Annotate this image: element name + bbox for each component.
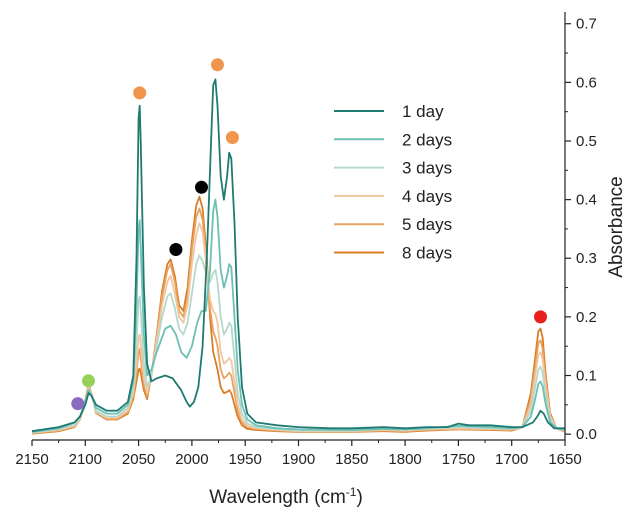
legend-label: 8 days (402, 244, 452, 263)
orange-marker (225, 131, 239, 144)
series-line-1-day (31, 78, 565, 433)
marker-layer (71, 58, 547, 411)
y-tick-label: 0.6 (576, 74, 597, 91)
x-axis-title: Wavelength (cm-1) (209, 485, 363, 508)
x-tick-label: 1800 (388, 451, 421, 468)
green-marker (82, 374, 95, 388)
series-line-2-days (31, 198, 566, 433)
series-line-4-days (31, 222, 566, 434)
legend: 1 day 2 days 3 days 4 days 5 days 8 days (334, 102, 452, 263)
legend-label: 5 days (402, 215, 452, 234)
legend-label: 1 day (402, 102, 444, 121)
purple-marker (71, 397, 85, 411)
y-axis-title: Absorbance (606, 176, 627, 277)
y-tick-label: 0.2 (576, 309, 597, 326)
x-tick-label: 1750 (442, 451, 475, 468)
x-tick-label: 1700 (495, 451, 528, 468)
x-tick-label: 1850 (335, 451, 368, 468)
x-tick-label: 2050 (122, 451, 155, 468)
series-line-8-days (31, 195, 566, 435)
legend-label: 4 days (402, 187, 452, 206)
x-tick-label: 2150 (15, 451, 48, 468)
x-tick-label: 1950 (229, 451, 262, 468)
legend-label: 3 days (402, 159, 452, 178)
y-tick-label: 0.7 (576, 16, 597, 33)
x-tick-label: 2100 (69, 451, 102, 468)
orange-marker (133, 86, 147, 100)
x-tick-label: 1900 (282, 451, 315, 468)
y-tick-label: 0.4 (576, 192, 597, 209)
black-marker (169, 243, 183, 256)
x-tick-label: 2000 (175, 451, 208, 468)
axes-layer: 2150 2100 2050 2000 1950 1900 1850 1800 1750 1700… (15, 12, 597, 468)
series-line-5-days (31, 207, 566, 434)
legend-label: 2 days (402, 130, 452, 149)
series-line-3-days (31, 254, 566, 434)
x-tick-label: 1650 (548, 451, 581, 468)
black-marker (195, 180, 208, 194)
y-tick-label: 0.1 (576, 368, 597, 385)
orange-marker (211, 58, 224, 72)
y-tick-label: 0.3 (576, 250, 597, 267)
y-tick-label: 0.5 (576, 133, 597, 150)
series-layer (31, 78, 566, 435)
red-marker (534, 310, 547, 324)
y-tick-label: 0.0 (576, 426, 597, 443)
